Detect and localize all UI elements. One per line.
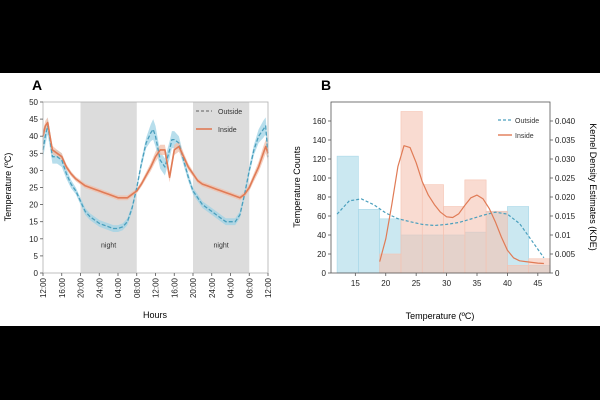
outside-kde-curve [336,198,545,259]
x-tick-label: 40 [503,279,512,288]
panel-a-y-ticks: 0 5 10 15 20 25 30 35 40 45 50 [29,98,43,278]
x-tick-label: 25 [412,279,421,288]
y-tick-label: 20 [29,201,38,210]
night-bands: night night [80,102,250,273]
kde-curves [336,145,545,265]
night-band-2 [193,102,250,273]
y2-tick-label: 0.01 [555,231,571,240]
outside-histogram-bar [358,209,380,274]
panel-b-legend: Outside Inside [498,118,539,140]
x-tick-label: 12:00 [152,277,161,298]
y-tick-label: 25 [29,184,38,193]
confidence-ribbons [43,117,268,232]
y-tick-label: 10 [29,235,38,244]
y-tick-label: 35 [29,149,38,158]
panel-b-y2-axis-label: Kernel Density Estimates (KDE) [588,123,598,251]
y2-tick-label: 0 [555,269,560,278]
y-tick-label: 60 [317,212,326,221]
y-tick-label: 40 [29,132,38,141]
y-tick-label: 120 [313,155,327,164]
x-tick-label: 30 [442,279,451,288]
outside-histogram-bar [336,155,359,274]
x-tick-label: 12:00 [39,277,48,298]
y-tick-label: 30 [29,166,38,175]
y2-tick-label: 0.015 [555,212,576,221]
outside-line [42,125,269,230]
x-tick-label: 15 [351,279,360,288]
y-tick-label: 80 [317,193,326,202]
y-tick-label: 140 [313,136,327,145]
panel-a-y-axis-label: Temperature (ºC) [3,153,13,222]
night-band-label: night [101,242,116,249]
y-tick-label: 50 [29,98,38,107]
outside-ribbon [43,117,268,232]
inside-histogram-bar [400,111,423,274]
y-tick-label: 15 [29,218,38,227]
inside-histogram-bar [507,265,530,274]
panel-b-y-ticks: 0 20 40 60 80 100 120 140 160 [313,117,331,278]
x-tick-label: 24:00 [208,277,217,298]
inside-histogram-bar [464,179,487,274]
panel-a-legend: Outside Inside [196,109,242,134]
legend-b-outside-label: Outside [515,118,539,125]
y-tick-label: 0 [34,269,39,278]
panel-b-x-ticks: 15 20 25 30 35 40 45 [351,273,543,288]
panel-a-x-axis-label: Hours [143,310,168,320]
y2-tick-label: 0.005 [555,250,576,259]
legend-b-inside-label: Inside [515,133,534,140]
y2-tick-label: 0.030 [555,155,576,164]
x-tick-label: 04:00 [114,277,123,298]
x-tick-label: 16:00 [170,277,179,298]
panel-a-label: A [32,77,42,93]
panel-b-plot-frame [330,101,551,274]
y-tick-label: 45 [29,115,38,124]
panel-b-y2-ticks: 0 0.005 0.01 0.015 0.020 0.025 0.030 0.035 0.040 [550,117,576,278]
y2-tick-label: 0.040 [555,117,576,126]
panel-a-x-ticks: 12:00 16:00 20:00 24:00 04:00 08:00 12:00 16:00… [39,273,273,298]
night-band-label: night [214,242,229,249]
y-tick-label: 40 [317,231,326,240]
y-tick-label: 20 [317,250,326,259]
panel-b-label: B [321,77,331,93]
x-tick-label: 04:00 [227,277,236,298]
x-tick-label: 20:00 [77,277,86,298]
y-tick-label: 160 [313,117,327,126]
y2-tick-label: 0.020 [555,193,576,202]
x-tick-label: 45 [533,279,542,288]
inside-histogram-bar [528,258,551,274]
legend-outside-label: Outside [218,109,242,116]
legend-inside-label: Inside [218,127,237,134]
inside-histogram-bar [421,184,444,274]
x-tick-label: 35 [473,279,482,288]
panel-b-y-axis-label: Temperature Counts [292,146,302,228]
inside-ribbon [43,117,268,201]
x-tick-label: 24:00 [95,277,104,298]
x-tick-label: 20:00 [189,277,198,298]
inside-histogram-bar [379,253,402,274]
panel-b-x-axis-label: Temperature (ºC) [406,311,475,321]
temperature-lines [42,121,269,230]
x-tick-label: 16:00 [58,277,67,298]
y-tick-label: 100 [313,174,327,183]
x-tick-label: 08:00 [133,277,142,298]
x-tick-label: 12:00 [264,277,273,298]
y-tick-label: 5 [34,252,39,261]
y2-tick-label: 0.035 [555,136,576,145]
figure-panel: A night night 0 5 10 15 20 25 30 35 40 45 50 12:00 1… [0,73,600,326]
inside-kde-curve [379,145,544,265]
y2-tick-label: 0.025 [555,174,576,183]
y-tick-label: 0 [322,269,327,278]
x-tick-label: 08:00 [245,277,254,298]
x-tick-label: 20 [381,279,390,288]
inside-line [42,121,269,199]
